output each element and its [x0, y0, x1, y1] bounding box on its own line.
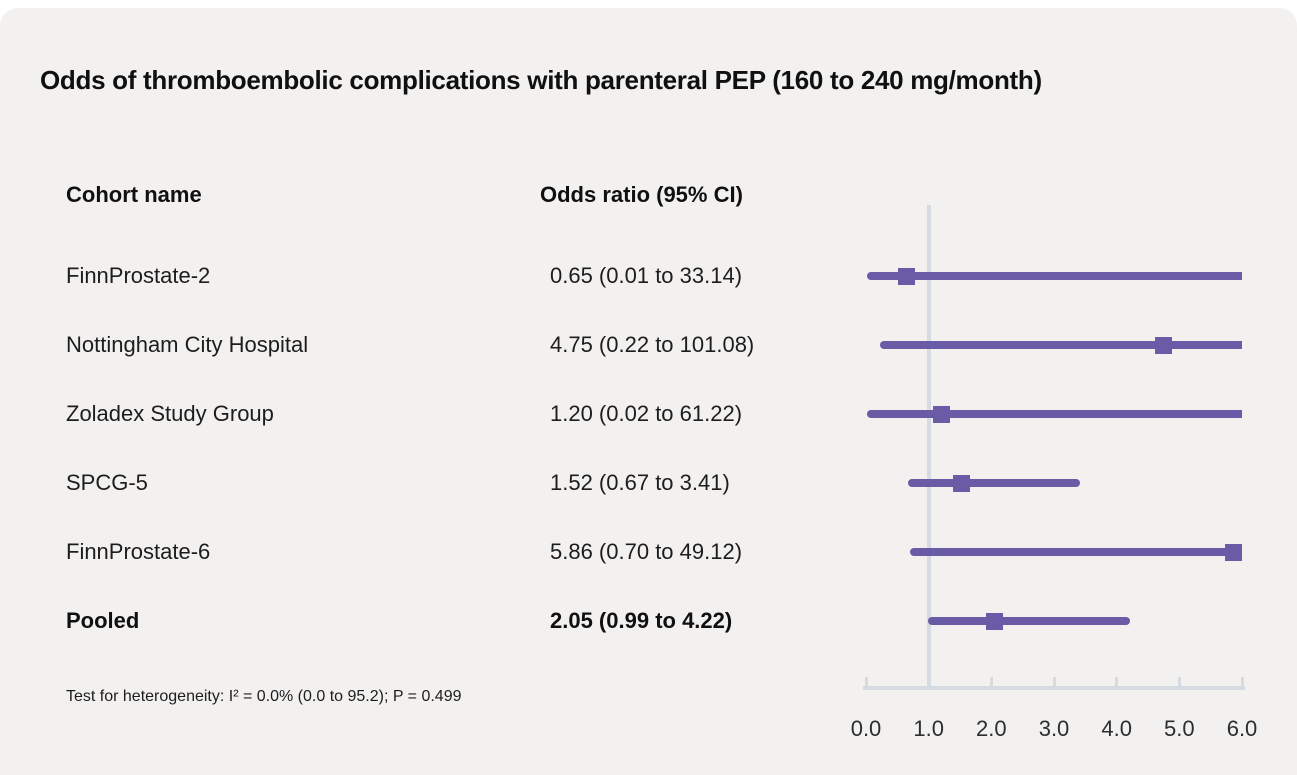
- x-axis-tick: [1115, 677, 1119, 690]
- x-axis-tick-label: 2.0: [976, 716, 1007, 741]
- figure-title: Odds of thromboembolic complications wit…: [40, 65, 1042, 95]
- x-axis-tick: [864, 677, 868, 690]
- cohort-name: SPCG-5: [66, 470, 148, 495]
- x-axis-tick: [1052, 677, 1056, 690]
- x-axis-tick-label: 3.0: [1038, 716, 1070, 741]
- cohort-name: FinnProstate-2: [66, 263, 211, 288]
- x-axis-tick-label: 4.0: [1101, 716, 1132, 741]
- confidence-interval-line: [867, 410, 1242, 418]
- odds-ratio-value: 1.20 (0.02 to 61.22): [550, 401, 743, 426]
- odds-ratio-value: 5.86 (0.70 to 49.12): [550, 539, 743, 564]
- x-axis-tick: [1177, 677, 1181, 690]
- heterogeneity-footnote: Test for heterogeneity: I² = 0.0% (0.0 t…: [66, 688, 462, 705]
- cohort-name: Zoladex Study Group: [66, 401, 274, 426]
- odds-ratio-marker: [1224, 543, 1242, 561]
- figure-panel: [0, 8, 1297, 775]
- x-axis-tick-label: 6.0: [1226, 716, 1258, 741]
- odds-ratio-value: 1.52 (0.67 to 3.41): [550, 470, 730, 495]
- confidence-interval-line: [866, 272, 1242, 280]
- cohort-name: FinnProstate-6: [66, 539, 211, 564]
- odds-ratio-value: 0.65 (0.01 to 33.14): [550, 263, 743, 288]
- confidence-interval-line: [879, 341, 1242, 349]
- x-axis-tick-label: 5.0: [1164, 716, 1195, 741]
- confidence-interval-line: [907, 479, 1080, 487]
- odds-ratio-marker: [1155, 336, 1173, 354]
- cohort-name: Nottingham City Hospital: [66, 332, 309, 357]
- x-axis-tick: [927, 677, 931, 690]
- confidence-interval-line: [928, 617, 1131, 625]
- odds-ratio-marker: [952, 474, 970, 492]
- odds-ratio-value: 4.75 (0.22 to 101.08): [550, 332, 755, 357]
- x-axis-tick-label: 0.0: [850, 716, 882, 741]
- odds-ratio-value: 2.05 (0.99 to 4.22): [550, 608, 733, 633]
- odds-ratio-marker: [898, 267, 916, 285]
- cohort-name: Pooled: [66, 608, 140, 633]
- column-header-odds-ratio: Odds ratio (95% CI): [540, 182, 743, 207]
- column-header-cohort: Cohort name: [66, 182, 202, 207]
- x-axis-tick-label: 1.0: [913, 716, 944, 741]
- reference-line: [926, 205, 931, 690]
- odds-ratio-marker: [932, 405, 950, 423]
- confidence-interval-line: [909, 548, 1242, 556]
- odds-ratio-marker: [985, 612, 1003, 630]
- x-axis-tick: [1240, 677, 1244, 690]
- x-axis-tick: [989, 677, 993, 690]
